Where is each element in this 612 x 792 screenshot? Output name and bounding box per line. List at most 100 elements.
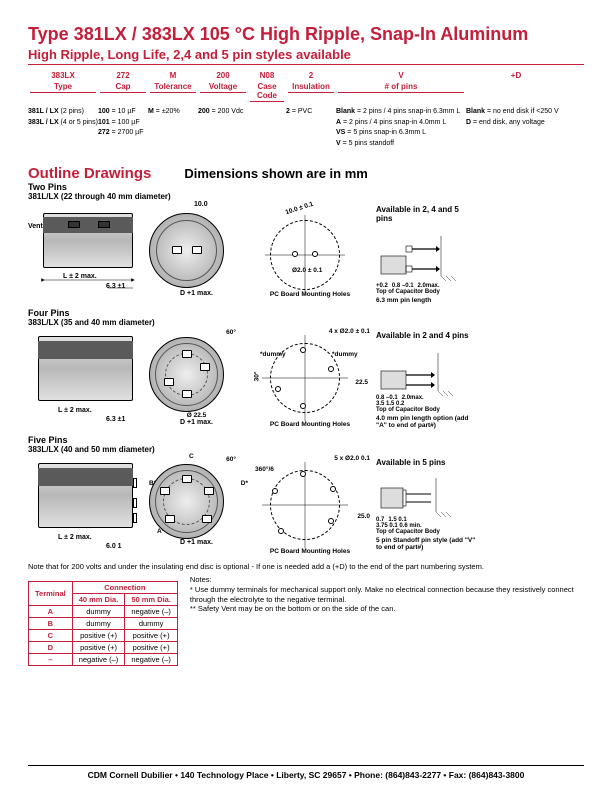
table-cell: D xyxy=(29,642,73,654)
pn-value: 383LX xyxy=(28,71,98,80)
top-cap-label: Top of Capacitor Body xyxy=(376,289,476,295)
variant-two-pins: Two Pins 381L/LX (22 through 40 mm diame… xyxy=(28,182,584,304)
table-row: Cpositive (+)positive (+) xyxy=(29,630,178,642)
part-number-breakdown: 383LX272M200N082V+D TypeCapToleranceVolt… xyxy=(28,71,584,149)
col-50mm: 50 mm Dia. xyxy=(125,594,178,606)
hole-dia: 4 x Ø2.0 ± 0.1 xyxy=(329,328,370,335)
l-dim: L ± 2 max. xyxy=(58,534,92,541)
page-subtitle: High Ripple, Long Life, 2,4 and 5 pin st… xyxy=(28,47,584,65)
d-dim: D +1 max. xyxy=(149,290,244,297)
note-2: ** Safety Vent may be on the bottom or o… xyxy=(190,604,584,614)
dimensions-heading: Dimensions shown are in mm xyxy=(169,166,368,181)
pn-value: 200 xyxy=(198,71,248,80)
variant-sub: 383L/LX (35 and 40 mm diameter) xyxy=(28,318,584,327)
base-dim: 6.0 1 xyxy=(106,543,122,550)
pn-value: V xyxy=(336,71,466,80)
holes-label: PC Board Mounting Holes xyxy=(260,291,360,298)
base-dim: 6.3 ±1 xyxy=(106,283,125,290)
pn-header: Tolerance xyxy=(150,82,196,93)
avail-label: Available in 2, 4 and 5 pins xyxy=(376,205,476,223)
pin-detail-5pin: Available in 5 pins 0.7 1.5 0.1 3.75 0.1… xyxy=(376,458,476,551)
pn-value: 272 xyxy=(98,71,148,80)
top-cap-label: Top of Capacitor Body xyxy=(376,529,476,535)
pin-note: 6.3 mm pin length xyxy=(376,297,476,304)
hole-dim-label: 10.0 ± 0.1 xyxy=(285,201,315,217)
table-cell: – xyxy=(29,654,73,666)
table-cell: negative (–) xyxy=(125,606,178,618)
pn-header: Insulation xyxy=(288,82,334,93)
dummy-label: *dummy xyxy=(260,351,286,358)
variant-sub: 383L/LX (40 and 50 mm diameter) xyxy=(28,445,584,454)
table-cell: A xyxy=(29,606,73,618)
avail-label: Available in 5 pins xyxy=(376,458,476,467)
table-cell: negative (–) xyxy=(125,654,178,666)
table-cell: positive (+) xyxy=(72,642,125,654)
page-title: Type 381LX / 383LX 105 °C High Ripple, S… xyxy=(28,24,584,45)
table-cell: positive (+) xyxy=(125,642,178,654)
angle: 60° xyxy=(226,329,236,336)
table-row: Bdummydummy xyxy=(29,618,178,630)
col-40mm: 40 mm Dia. xyxy=(72,594,125,606)
table-cell: dummy xyxy=(72,618,125,630)
connection-table: TerminalConnection 40 mm Dia.50 mm Dia. … xyxy=(28,581,178,666)
hole-dia: Ø2.0 ± 0.1 xyxy=(292,267,322,274)
pn-value: M xyxy=(148,71,198,80)
pn-body: 200 = 200 Vdc xyxy=(198,107,248,118)
mounting-holes-2pin: 10.0 ± 0.1 Ø2.0 ± 0.1 PC Board Mounting … xyxy=(250,205,370,300)
pin-detail-2pin: Available in 2, 4 and 5 pins +0.2 0.8 –0… xyxy=(376,205,476,304)
top-view-2pin: 10.0 D +1 max. xyxy=(149,205,244,297)
notes-head: Notes: xyxy=(190,575,584,585)
mounting-holes-4pin: 4 x Ø2.0 ± 0.1 *dummy *dummy 30° 22.5 PC… xyxy=(250,331,370,431)
page-footer: CDM Cornell Dubilier • 140 Technology Pl… xyxy=(28,765,584,780)
side-view-2pin: Vent L ± 2 max. 6.3 ±1 xyxy=(28,205,143,300)
table-cell: dummy xyxy=(72,606,125,618)
hole-dia: 5 x Ø2.0 0.1 xyxy=(334,455,370,462)
table-cell: negative (–) xyxy=(72,654,125,666)
pd: 2.0max. xyxy=(402,395,424,401)
half-dim: 25.0 xyxy=(357,513,370,520)
variant-label: Four Pins xyxy=(28,308,584,318)
pn-header: Case Code xyxy=(250,82,284,102)
pn-body: 381L / LX (2 pins)383L / LX (4 or 5 pins… xyxy=(28,107,98,128)
pn-header: Voltage xyxy=(200,82,246,93)
pn-header: Type xyxy=(30,82,96,93)
notes-block: Notes: * Use dummy terminals for mechani… xyxy=(190,575,584,614)
variant-label: Two Pins xyxy=(28,182,584,192)
col-terminal: Terminal xyxy=(29,582,73,606)
pn-header: # of pins xyxy=(338,82,464,93)
table-cell: dummy xyxy=(125,618,178,630)
lbl-c: C xyxy=(189,453,194,460)
pn-value: N08 xyxy=(248,71,286,80)
pn-value: +D xyxy=(466,71,566,80)
pin-note: 4.0 mm pin length option (add "A" to end… xyxy=(376,415,476,429)
avail-label: Available in 2 and 4 pins xyxy=(376,331,476,340)
variant-label: Five Pins xyxy=(28,435,584,445)
d-dim: D +1 max. xyxy=(149,539,244,546)
top-dim: 10.0 xyxy=(194,201,208,208)
pin-detail-4pin: Available in 2 and 4 pins 0.8 –0.1 2.0ma… xyxy=(376,331,476,429)
pn-body: Blank = 2 pins / 4 pins snap-in 6.3mm LA… xyxy=(336,107,466,149)
table-row: Dpositive (+)positive (+) xyxy=(29,642,178,654)
side-view-4pin: L ± 2 max. 6.3 ±1 xyxy=(28,331,143,426)
table-cell: positive (+) xyxy=(125,630,178,642)
holes-label: PC Board Mounting Holes xyxy=(260,421,360,428)
l-dim: L ± 2 max. xyxy=(63,273,97,280)
note-1: * Use dummy terminals for mechanical sup… xyxy=(190,585,584,605)
outline-heading: Outline Drawings xyxy=(28,165,151,182)
pn-value: 2 xyxy=(286,71,336,80)
pn-body: Blank = no end disk if <250 VD = end dis… xyxy=(466,107,566,128)
ang2: 30° xyxy=(253,372,260,382)
table-cell: B xyxy=(29,618,73,630)
top-view-5pin: 60° C B* D* A* D +1 max. xyxy=(149,458,244,546)
half-dim: 22.5 xyxy=(355,379,368,386)
circ-dim: Ø 22.5 xyxy=(149,412,244,419)
pn-body: M = ±20% xyxy=(148,107,198,118)
top-cap-label: Top of Capacitor Body xyxy=(376,407,476,413)
dummy-label: *dummy xyxy=(332,351,358,358)
mounting-holes-5pin: 5 x Ø2.0 0.1 360°/6 25.0 PC Board Mounti… xyxy=(250,458,370,558)
holes-label: PC Board Mounting Holes xyxy=(260,548,360,555)
table-cell: positive (+) xyxy=(72,630,125,642)
variant-four-pins: Four Pins 383L/LX (35 and 40 mm diameter… xyxy=(28,308,584,431)
d-dim: D +1 max. xyxy=(149,419,244,426)
table-cell: C xyxy=(29,630,73,642)
